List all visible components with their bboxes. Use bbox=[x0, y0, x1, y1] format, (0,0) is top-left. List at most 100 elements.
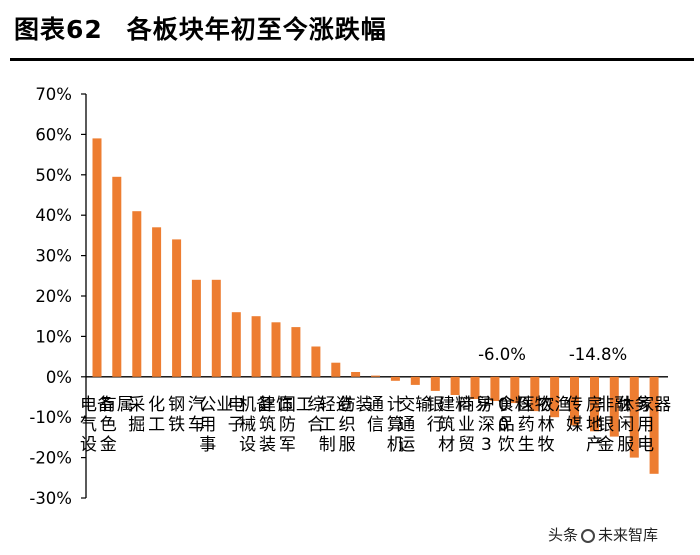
brand-logo-icon bbox=[581, 529, 596, 543]
svg-text:公用事: 公用事 bbox=[199, 395, 216, 455]
bar bbox=[649, 376, 659, 474]
bar bbox=[590, 376, 599, 432]
watermark-prefix: 头条 bbox=[548, 526, 579, 544]
bar bbox=[450, 376, 460, 395]
category-label: 电子 bbox=[228, 395, 245, 435]
svg-text:商业贸: 商业贸 bbox=[458, 395, 475, 455]
svg-text:家用电: 家用电 bbox=[637, 395, 654, 455]
bar bbox=[371, 375, 380, 377]
category-label: 采掘 bbox=[128, 395, 145, 435]
y-tick-label: -10% bbox=[29, 408, 72, 427]
svg-text:备: 备 bbox=[256, 395, 273, 415]
svg-text:务: 务 bbox=[634, 395, 651, 415]
category-label: 银行 bbox=[427, 395, 444, 435]
bar bbox=[251, 316, 261, 377]
watermark-brand: 未来智库 bbox=[598, 526, 659, 544]
svg-text:建筑材: 建筑材 bbox=[438, 395, 455, 455]
y-tick-label: -20% bbox=[29, 449, 72, 468]
bar bbox=[211, 279, 221, 377]
svg-text:机械设: 机械设 bbox=[239, 395, 256, 455]
bar bbox=[231, 312, 241, 377]
bar bbox=[430, 376, 440, 391]
y-tick-label: 20% bbox=[35, 287, 72, 306]
svg-text:渔: 渔 bbox=[555, 395, 572, 415]
svg-text:有色金: 有色金 bbox=[100, 395, 117, 455]
svg-text:食品饮: 食品饮 bbox=[498, 395, 515, 455]
svg-text:属: 属 bbox=[117, 395, 134, 415]
figure-title: 各板块年初至今涨跌幅 bbox=[126, 15, 387, 44]
svg-text:装: 装 bbox=[356, 395, 373, 415]
category-label: 汽车 bbox=[188, 395, 205, 435]
category-label: 化工 bbox=[148, 395, 165, 435]
bar bbox=[331, 362, 341, 377]
watermark: 头条 未来智库 bbox=[548, 524, 658, 545]
svg-text:农林牧: 农林牧 bbox=[538, 395, 555, 455]
bar bbox=[351, 372, 361, 377]
bar bbox=[629, 376, 639, 458]
svg-text:00: 00 bbox=[498, 395, 509, 435]
svg-text:通信: 通信 bbox=[367, 395, 384, 435]
svg-text:银行: 银行 bbox=[427, 395, 444, 435]
svg-text:料: 料 bbox=[515, 395, 532, 415]
svg-text:造: 造 bbox=[336, 395, 353, 415]
y-tick-label: 70% bbox=[35, 85, 72, 104]
y-tick-label: 60% bbox=[35, 125, 72, 144]
svg-text:工: 工 bbox=[296, 395, 313, 415]
svg-text:传媒: 传媒 bbox=[566, 395, 583, 435]
category-label: 通信 bbox=[367, 395, 384, 435]
svg-text:非银金: 非银金 bbox=[597, 395, 614, 455]
bar bbox=[311, 346, 321, 377]
bar bbox=[609, 376, 619, 437]
bar bbox=[271, 322, 281, 377]
bar bbox=[510, 376, 520, 404]
y-tick-label: 50% bbox=[35, 166, 72, 185]
svg-text:电气设: 电气设 bbox=[80, 395, 97, 455]
svg-text:纺织服: 纺织服 bbox=[339, 395, 356, 455]
annotation-label: -6.0% bbox=[478, 345, 526, 364]
svg-text:采掘: 采掘 bbox=[128, 395, 145, 435]
chart-title: 图表62 各板块年初至今涨跌幅 bbox=[14, 10, 387, 46]
svg-text:钢铁: 钢铁 bbox=[168, 395, 185, 435]
bar bbox=[132, 211, 142, 377]
figure-label: 图表62 bbox=[14, 15, 103, 44]
bar bbox=[172, 239, 182, 377]
svg-text:化工: 化工 bbox=[148, 395, 165, 435]
bar bbox=[530, 376, 540, 412]
svg-text:国防军: 国防军 bbox=[279, 395, 296, 455]
svg-text:汽车: 汽车 bbox=[188, 395, 205, 435]
bar bbox=[92, 138, 102, 377]
bar bbox=[191, 279, 201, 377]
svg-text:易: 易 bbox=[475, 395, 492, 415]
svg-text:房地产: 房地产 bbox=[586, 395, 603, 455]
category-label: 房地产 bbox=[586, 395, 603, 455]
annotation-label: -14.8% bbox=[569, 345, 627, 364]
bar bbox=[470, 376, 480, 399]
category-label: 计算机 bbox=[387, 395, 404, 455]
title-rule bbox=[10, 58, 694, 61]
bar bbox=[112, 176, 122, 377]
category-label: 钢铁 bbox=[168, 395, 185, 435]
svg-text:沪深3: 沪深 3 bbox=[478, 395, 495, 455]
y-tick-label: -30% bbox=[29, 489, 72, 508]
y-tick-label: 0% bbox=[46, 368, 72, 387]
svg-text:建筑装: 建筑装 bbox=[259, 395, 276, 455]
bar bbox=[570, 376, 579, 426]
svg-text:物: 物 bbox=[535, 395, 552, 415]
svg-text:休闲服: 休闲服 bbox=[617, 395, 634, 455]
category-label: 综合 bbox=[307, 395, 324, 435]
svg-text:计算机: 计算机 bbox=[387, 395, 404, 455]
svg-text:器: 器 bbox=[654, 395, 671, 415]
